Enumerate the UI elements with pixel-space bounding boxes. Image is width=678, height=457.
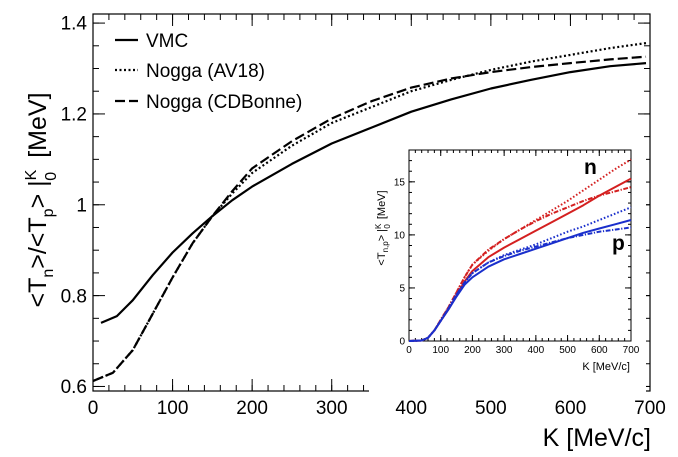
x-tick-label: 500 — [559, 345, 576, 356]
y-tick-label: 15 — [394, 177, 406, 188]
x-tick-label: 100 — [157, 398, 189, 419]
legend-entry-nogga-av18: Nogga (AV18) — [115, 61, 265, 82]
legend-label: VMC — [146, 31, 188, 52]
inset-background — [369, 146, 646, 392]
legend-entry-vmc: VMC — [115, 31, 188, 52]
x-tick-label: 300 — [496, 345, 513, 356]
main-x-axis-label: K [MeV/c] — [543, 424, 651, 452]
y-tick-label: 1.4 — [61, 14, 88, 35]
x-tick-label: 0 — [406, 345, 412, 356]
main-x-axis-ticks: 0 100 200 300 400 500 600 700 — [88, 14, 666, 419]
x-tick-label: 200 — [464, 345, 481, 356]
legend-label: Nogga (CDBonne) — [146, 92, 302, 113]
y-tick-label: 0 — [399, 337, 405, 348]
x-tick-label: 500 — [475, 398, 507, 419]
legend: VMC Nogga (AV18) Nogga (CDBonne) — [115, 31, 302, 113]
inset-x-axis-ticks: 0 100 200 300 400 500 600 700 — [406, 150, 640, 356]
x-tick-label: 300 — [316, 398, 348, 419]
legend-label: Nogga (AV18) — [146, 61, 265, 82]
inset-x-axis-label: K [MeV/c] — [582, 361, 630, 373]
x-tick-label: 400 — [528, 345, 545, 356]
x-tick-label: 600 — [591, 345, 608, 356]
y-tick-label: 0.8 — [61, 286, 87, 307]
annotation-proton-label: p — [612, 232, 625, 255]
y-tick-label: 10 — [394, 230, 406, 241]
main-series-lines — [92, 42, 647, 383]
series-line-vmc — [100, 62, 647, 324]
y-tick-label: 0.6 — [61, 377, 87, 398]
x-tick-label: 400 — [395, 398, 427, 419]
x-tick-label: 700 — [623, 345, 640, 356]
series-line-p-cdbonne — [408, 226, 632, 342]
inset-y-axis-ticks: 0 5 10 15 — [394, 149, 631, 348]
main-y-axis-label: <Tn>/<Tp> |K 0[MeV] — [23, 92, 60, 307]
x-tick-label: 700 — [634, 398, 666, 419]
annotation-neutron-label: n — [584, 156, 597, 179]
series-line-nogga-cdbonne — [92, 55, 647, 383]
y-tick-label: 5 — [399, 283, 405, 294]
inset-series-lines — [408, 158, 632, 342]
inset-y-axis-label: <Tn,p> |K0[MeV] — [374, 190, 392, 265]
y-tick-label: 1.2 — [61, 105, 87, 126]
x-tick-label: 0 — [88, 398, 99, 419]
legend-entry-nogga-cdbonne: Nogga (CDBonne) — [115, 92, 302, 113]
x-tick-label: 100 — [432, 345, 449, 356]
y-tick-label: 1 — [76, 195, 87, 216]
x-tick-label: 600 — [555, 398, 587, 419]
x-tick-label: 200 — [236, 398, 268, 419]
main-plot: 0 100 200 300 400 500 600 700 0.60.811.21.4 K [… — [23, 13, 666, 452]
